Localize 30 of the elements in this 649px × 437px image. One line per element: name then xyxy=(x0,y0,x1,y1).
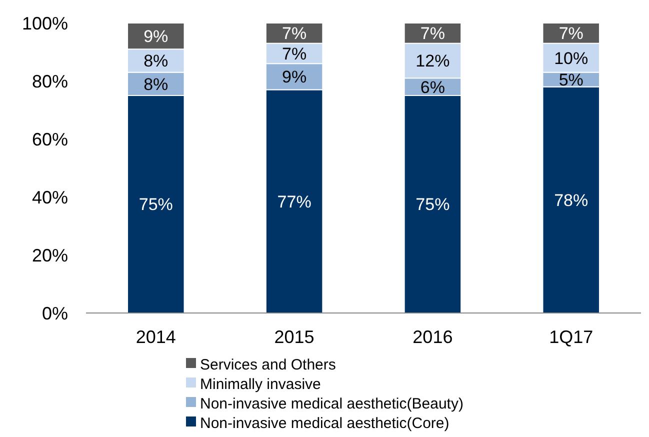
data-label: 5% xyxy=(558,70,584,90)
data-label: 8% xyxy=(144,52,168,71)
y-tick-label: 40% xyxy=(32,187,68,208)
data-label: 8% xyxy=(144,74,168,94)
data-label: 7% xyxy=(282,24,307,44)
data-label: 9% xyxy=(282,68,307,87)
data-label: 7% xyxy=(558,24,584,44)
data-label: 78% xyxy=(554,190,588,210)
y-tick-label: 60% xyxy=(32,129,68,150)
y-tick-label: 100% xyxy=(22,13,68,34)
data-label: 6% xyxy=(420,78,445,97)
data-label: 7% xyxy=(282,44,307,64)
data-label: 75% xyxy=(416,195,450,214)
data-label: 10% xyxy=(554,48,588,68)
y-tick-label: 20% xyxy=(32,245,68,266)
y-tick-label: 80% xyxy=(32,71,68,92)
x-tick-label: 2015 xyxy=(274,327,314,347)
data-label: 75% xyxy=(138,195,173,214)
legend-label: Non-invasive medical aesthetic(Core) xyxy=(200,414,450,432)
legend-label: Services and Others xyxy=(200,356,336,374)
data-label: 12% xyxy=(416,52,450,71)
x-tick-label: 2016 xyxy=(412,327,453,347)
data-label: 9% xyxy=(144,27,168,46)
legend-label: Non-invasive medical aesthetic(Beauty) xyxy=(200,395,464,412)
data-label: 7% xyxy=(420,24,445,44)
x-tick-label: 2014 xyxy=(136,327,176,347)
x-tick-label: 1Q17 xyxy=(549,327,594,347)
legend-label: Minimally invasive xyxy=(200,376,321,393)
data-label: 77% xyxy=(277,192,312,212)
y-tick-label: 0% xyxy=(42,303,68,324)
